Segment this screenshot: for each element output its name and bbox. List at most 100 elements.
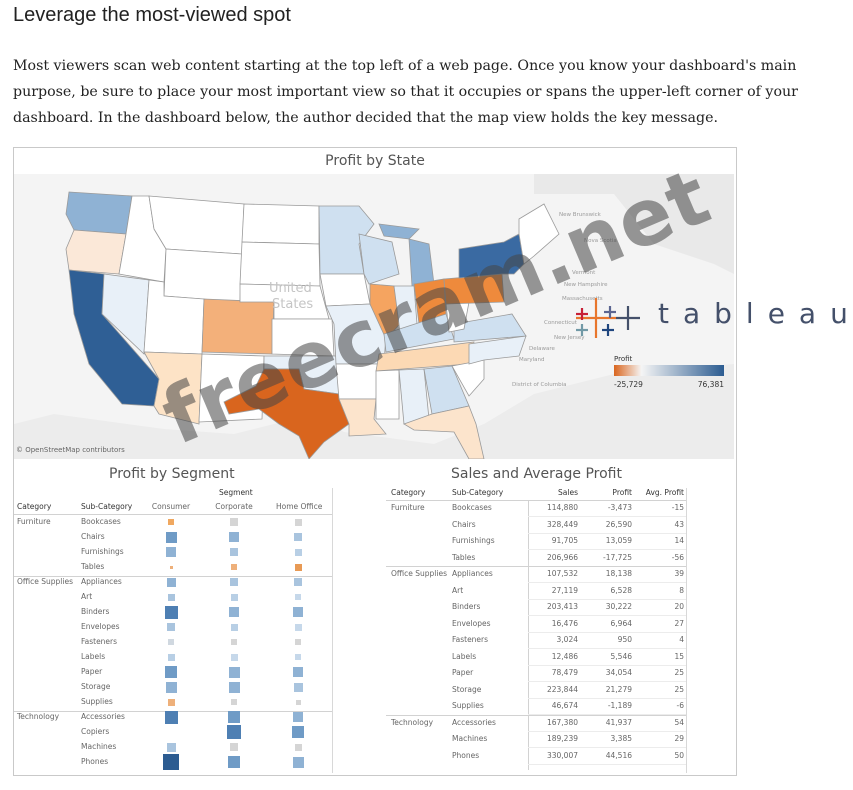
profit-mark [293,682,303,692]
profit-mark [293,607,303,617]
subcategory-label: Chairs [452,519,476,529]
state-oregon [65,229,127,275]
category-label: Technology [391,717,434,727]
subcategory-label: Machines [81,742,117,751]
segment-label: Home Office [276,502,323,511]
state-michigan-upper [378,223,420,240]
us-profit-map: United States New Brunswick Nova Scotia … [14,174,734,459]
avg-profit-value: 50 [674,750,684,760]
row-rule [528,532,686,534]
subcategory-label: Phones [452,750,480,760]
subcategory-label: Paper [452,668,474,677]
column-rule [528,500,529,770]
avg-profit-value: 15 [674,651,684,661]
sales-value: 107,532 [546,569,578,578]
avg-profit-value: -15 [671,503,684,512]
sales-value: 114,880 [546,503,578,512]
profit-mark [165,666,177,678]
place-label: New Brunswick [559,212,602,218]
state-pennsylvania [443,273,505,305]
category-label: Office Supplies [391,569,448,578]
profit-mark [230,548,238,556]
subcategory-label: Accessories [81,712,125,721]
col-category: Category [17,502,52,511]
article-paragraph: Most viewers scan web content starting a… [13,58,798,126]
profit-mark [164,710,178,724]
profit-mark [165,681,177,693]
place-label: Vermont [572,270,596,276]
profit-value: 18,138 [605,569,632,578]
place-label: District of Columbia [512,382,567,388]
subcategory-label: Storage [452,684,482,694]
profit-mark [230,578,238,586]
column-header: Sub-Category [452,488,504,497]
subcategory-label: Binders [81,607,110,616]
state-colorado [201,298,275,355]
article-heading: Leverage the most-viewed spot [13,4,291,26]
subcategory-label: Fasteners [452,635,489,644]
avg-profit-value: -6 [676,701,684,710]
profit-mark [167,698,175,706]
profit-value: 44,516 [605,750,632,760]
profit-mark [294,533,302,541]
profit-value: 3,385 [610,734,632,743]
profit-mark [167,623,175,631]
legend-title: Profit [614,355,633,363]
state-alabama [398,368,430,425]
profit-mark [295,699,301,705]
tableau-wordmark: tableau® [658,297,853,330]
profit-mark [228,756,240,768]
profit-mark [229,532,239,542]
profit-mark [230,518,238,526]
row-rule [528,648,686,649]
sales-value: 46,674 [551,701,578,710]
profit-mark [230,593,238,601]
profit-value: 34,054 [605,668,632,677]
subcategory-label: Storage [81,682,111,691]
state-arkansas [335,363,380,400]
state-wisconsin [358,233,400,285]
profit-mark [228,666,240,678]
profit-value: 21,279 [605,684,632,694]
row-rule [528,516,686,517]
profit-mark [228,711,240,723]
header-rule [14,514,332,515]
profit-mark [231,564,237,570]
profit-mark [228,681,240,693]
subcategory-label: Supplies [452,701,484,710]
map-country-label-2: States [272,297,313,312]
profit-value: 13,059 [605,536,632,545]
col-subcategory: Sub-Category [81,502,133,511]
subcategory-label: Appliances [81,577,122,586]
avg-profit-value: 14 [674,536,684,545]
profit-value: 26,590 [605,519,632,529]
row-rule [528,664,686,666]
row-rule [528,582,686,583]
profit-mark [230,653,238,661]
profit-mark [231,699,237,705]
sales-value: 328,449 [546,519,578,529]
subcategory-label: Labels [452,651,477,661]
avg-profit-value: 25 [674,684,684,694]
profit-mark [230,743,238,751]
state-florida [403,405,485,459]
subcategory-label: Tables [452,552,476,562]
subcategory-label: Phones [81,757,109,766]
place-label: Nova Scotia [584,238,617,244]
state-north-dakota [241,203,320,245]
profit-mark [168,519,174,525]
subcategory-label: Binders [452,602,481,611]
legend-min-label: -25,729 [614,380,643,389]
state-south-dakota [239,241,321,287]
sales-value: 223,844 [546,684,578,694]
profit-value: -1,189 [607,701,632,710]
subcategory-label: Labels [81,652,106,661]
profit-mark [231,639,237,645]
subcategory-label: Supplies [81,697,113,706]
segment-label: Corporate [215,502,253,511]
group-rule [386,714,686,716]
subcategory-label: Envelopes [81,622,120,631]
place-label: New Hampshire [564,282,608,288]
sales-value: 91,705 [551,536,578,545]
sales-value: 206,966 [546,552,578,562]
